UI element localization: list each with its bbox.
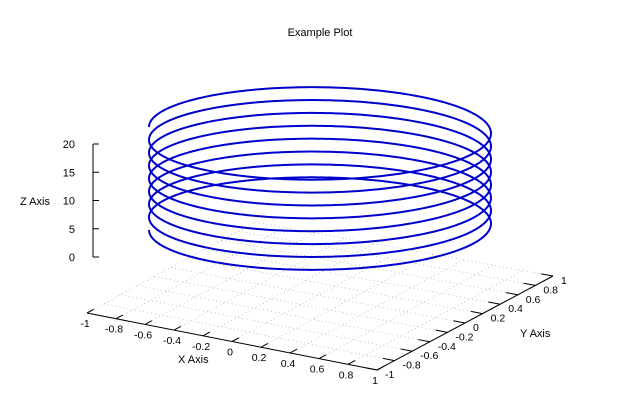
grid-line-y (137, 285, 430, 343)
y-tick-label: -0.2 (455, 331, 473, 343)
x-tick-mark (144, 320, 153, 325)
y-tick-label: -0.8 (403, 360, 421, 372)
floor-grid (86, 221, 554, 371)
chart-title: Example Plot (288, 27, 353, 39)
x-tick-mark (376, 365, 385, 371)
x-tick-label: -0.6 (134, 329, 152, 341)
x-axis-ticks: -1 -0.8 -0.6 -0.4 -0.2 0 0.2 0.4 0.6 0.8 1 (80, 308, 385, 387)
z-axis-ticks: 0 5 10 15 20 (63, 139, 99, 264)
x-tick-label: 0.6 (310, 364, 325, 376)
x-tick-label: 0.8 (339, 369, 354, 381)
x-tick-label: -0.2 (192, 341, 210, 353)
y-tick-label: -0.4 (438, 341, 456, 353)
series-layer (148, 86, 492, 271)
grid-line-x (260, 254, 434, 348)
x-tick-mark (231, 337, 240, 342)
y-axis-ticks: -1 -0.8-0.6-0.4-0.20 0.20.40.60.81 (365, 273, 567, 381)
z-tick-label: 15 (63, 167, 75, 179)
z-tick-label: 20 (63, 139, 75, 151)
y-tick-mark (540, 273, 554, 277)
y-tick-mark (505, 292, 518, 296)
grid-line-y (120, 294, 413, 352)
x-tick-label: -1 (80, 318, 89, 330)
x-tick-mark (347, 360, 356, 365)
grid-line-y (187, 258, 483, 314)
x-tick-label: 1 (372, 375, 378, 387)
grid-line-x (202, 243, 375, 337)
y-tick-mark (365, 367, 378, 371)
y-tick-label: 0.6 (526, 294, 541, 306)
grid-line-x (231, 248, 405, 342)
y-tick-mark (435, 329, 448, 333)
x-tick-mark (115, 314, 123, 320)
y-tick-label: -0.6 (420, 350, 438, 362)
y-tick-label: 0.2 (491, 313, 506, 325)
x-tick-mark (318, 354, 327, 360)
z-tick-label: 10 (63, 196, 75, 208)
grid-line-x (144, 232, 315, 325)
y-tick-mark (488, 301, 501, 305)
x-tick-label: -0.8 (105, 324, 123, 336)
grid-line-y (154, 276, 448, 333)
x-tick-label: 0.4 (281, 358, 296, 370)
x-tick-label: -0.4 (163, 335, 181, 347)
x-tick-label: 0.2 (252, 352, 267, 364)
y-tick-label: 1 (561, 275, 567, 287)
z-tick-label: 5 (69, 224, 75, 236)
x-tick-mark (86, 308, 94, 314)
grid-line-x (289, 259, 464, 354)
y-tick-label: -1 (385, 369, 394, 381)
y-tick-mark (418, 339, 430, 343)
x-tick-mark (260, 343, 269, 348)
helix-series-line (148, 86, 492, 271)
z-tick-label: 0 (69, 252, 75, 264)
grid-line-x (173, 237, 345, 331)
grid-line-y (170, 267, 466, 324)
y-tick-mark (453, 320, 466, 324)
y-tick-mark (400, 348, 413, 352)
y-tick-mark (382, 357, 395, 362)
y-tick-label: 0.8 (543, 284, 558, 296)
grid-line-x (318, 264, 494, 359)
x-tick-mark (173, 325, 182, 331)
y-tick-label: 0 (473, 322, 479, 334)
grid-line-y (254, 221, 554, 277)
y-tick-mark (523, 282, 536, 286)
grid-line-y (103, 303, 395, 361)
x-tick-mark (202, 331, 211, 337)
z-axis-label: Z Axis (20, 196, 50, 208)
x-axis-label: X Axis (178, 354, 209, 366)
x-tick-mark (289, 348, 298, 354)
x-tick-label: 0 (227, 347, 233, 359)
y-tick-label: 0.4 (508, 303, 523, 315)
y-tick-mark (470, 310, 483, 315)
y-axis-label: Y Axis (520, 328, 551, 340)
